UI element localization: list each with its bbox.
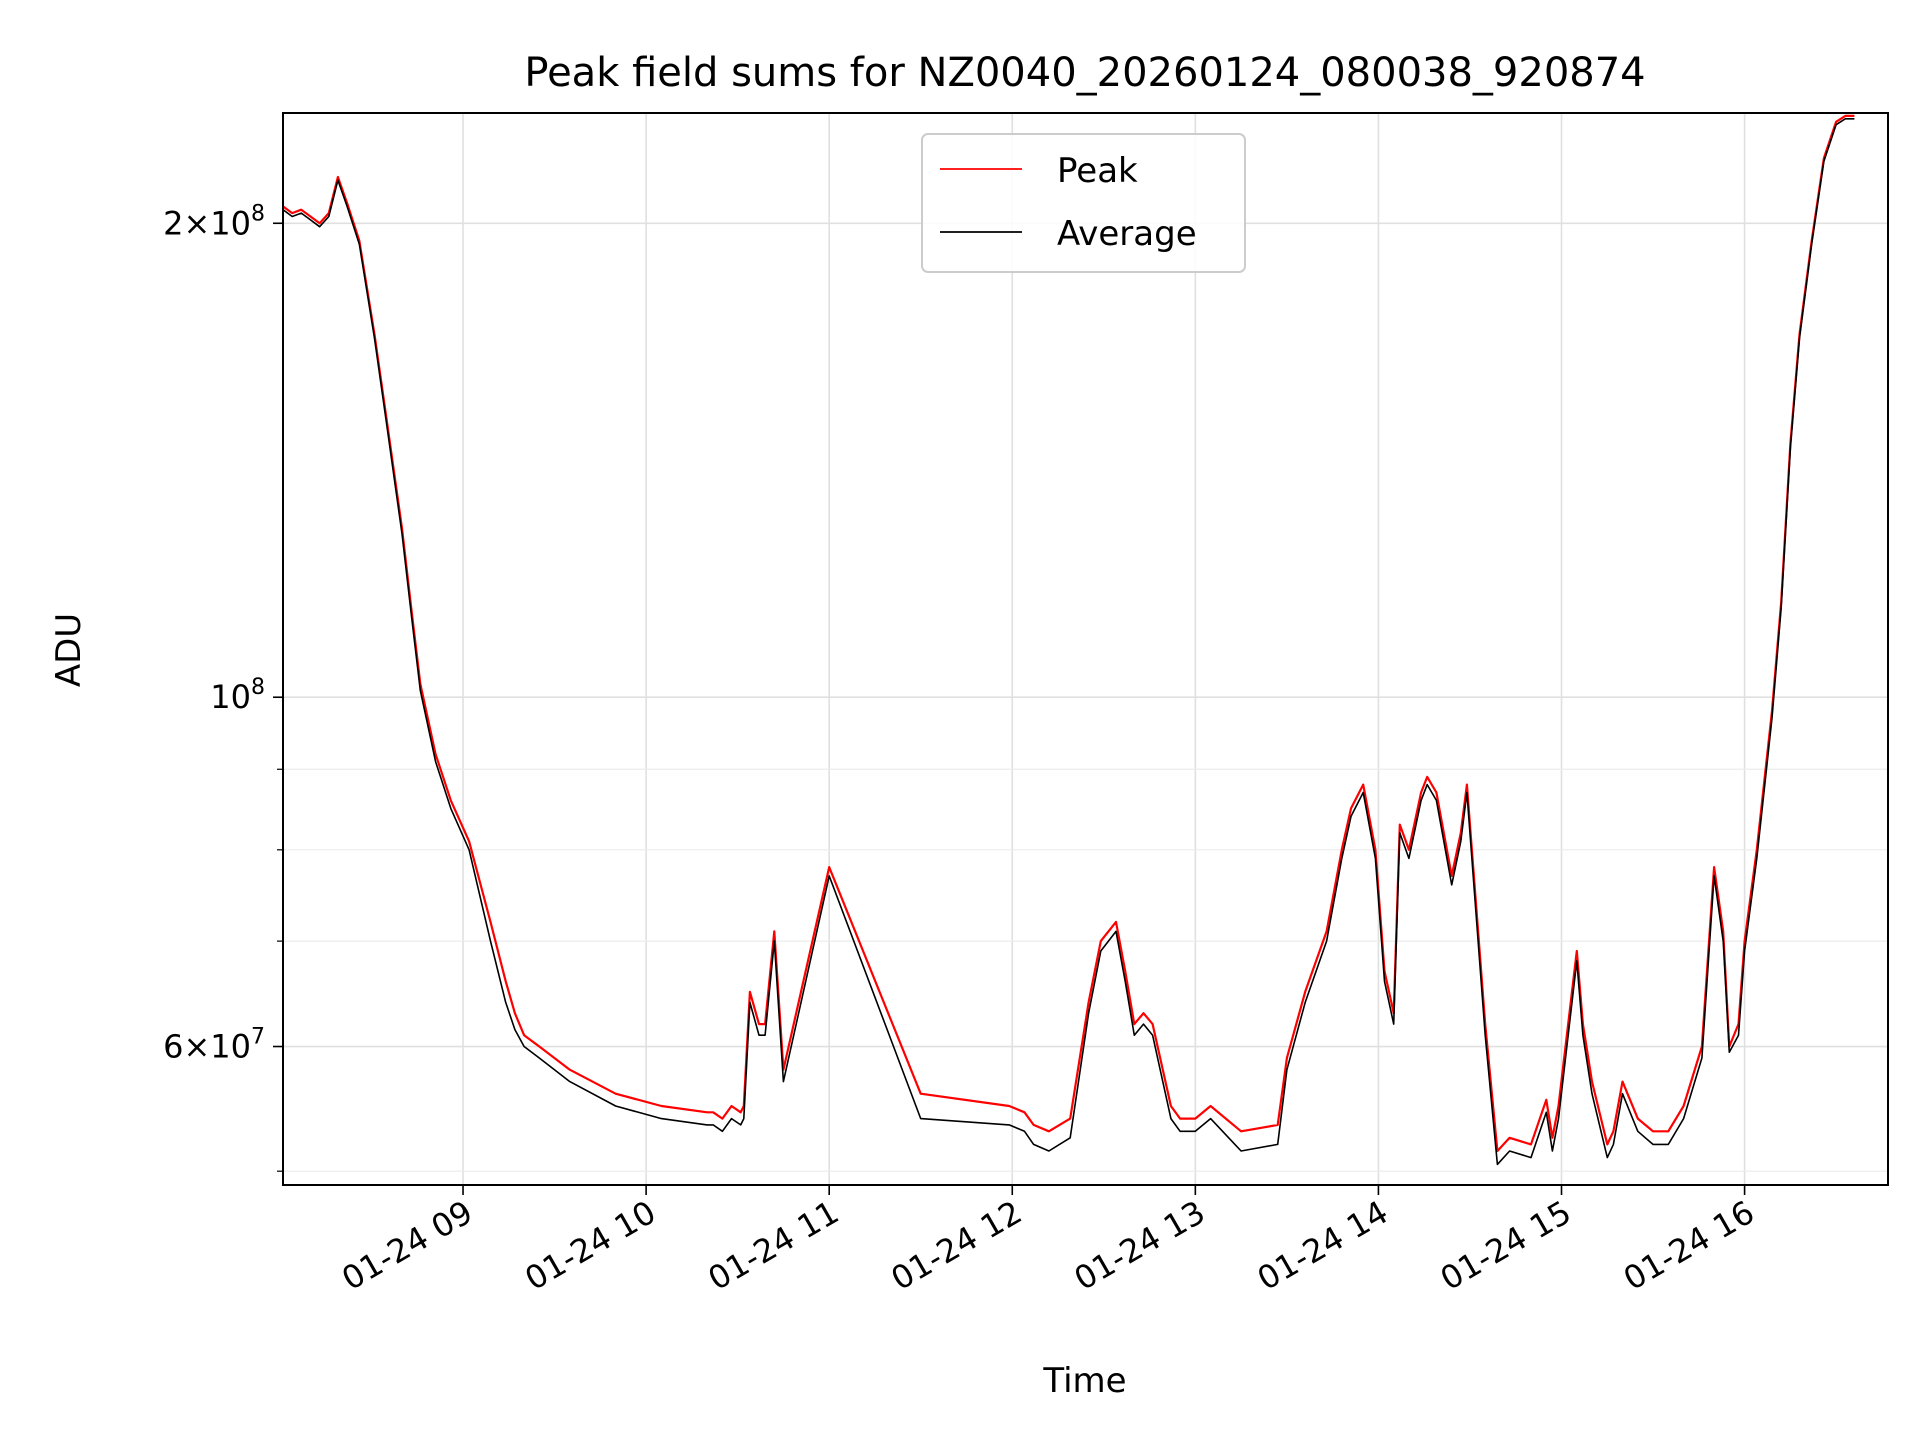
x-tick-label: 01-24 14 <box>1251 1193 1395 1298</box>
chart-title: Peak field sums for NZ0040_20260124_0800… <box>524 50 1645 96</box>
y-tick-label: 108 <box>210 675 265 716</box>
x-tick-label: 01-24 11 <box>702 1193 846 1298</box>
x-tick-label: 01-24 13 <box>1068 1193 1212 1298</box>
x-axis-label: Time <box>1042 1361 1126 1401</box>
series-layer <box>283 114 1855 1166</box>
legend-label-average: Average <box>1057 214 1197 254</box>
series-line-peak <box>283 114 1855 1153</box>
x-tick-label: 01-24 16 <box>1617 1193 1761 1298</box>
plot-frame <box>282 112 1889 1186</box>
y-tick-label: 2×108 <box>163 201 265 242</box>
x-tick-label: 01-24 10 <box>519 1193 663 1298</box>
series-line-average <box>283 118 1855 1166</box>
x-axis: 01-24 09 01-24 10 01-24 11 01-24 12 01-24 13… <box>335 1185 1761 1298</box>
grid <box>283 113 1888 1185</box>
x-tick-label: 01-24 12 <box>885 1193 1029 1298</box>
x-tick-label: 01-24 09 <box>335 1193 479 1298</box>
y-axis-label: ADU <box>49 613 89 687</box>
y-axis: 6×107 108 2×108 <box>163 201 283 1172</box>
legend-label-peak: Peak <box>1057 151 1138 191</box>
x-tick-label: 01-24 15 <box>1434 1193 1578 1298</box>
legend: Peak Average <box>921 133 1246 273</box>
y-tick-label: 6×107 <box>163 1025 265 1066</box>
